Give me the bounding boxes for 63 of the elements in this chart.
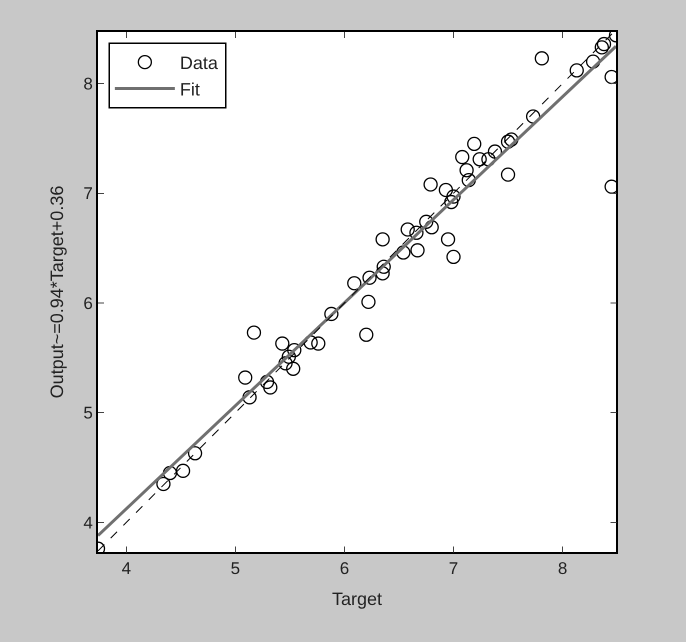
point xyxy=(242,390,257,404)
point xyxy=(311,336,326,351)
point xyxy=(500,134,516,149)
point xyxy=(347,276,362,290)
point xyxy=(376,260,391,274)
point xyxy=(594,40,609,55)
point xyxy=(359,328,374,342)
x-axis-title: Target xyxy=(332,588,382,609)
point xyxy=(459,163,474,178)
point xyxy=(409,226,424,240)
x-tick-label: 8 xyxy=(558,559,568,578)
point xyxy=(504,132,518,147)
y-tick-label: 5 xyxy=(83,404,93,423)
y-axis-title: Output~=0.94*Target+0.36 xyxy=(47,186,68,398)
point xyxy=(176,464,190,478)
point xyxy=(375,232,390,246)
point xyxy=(275,336,290,351)
x-tick-label: 5 xyxy=(230,559,240,578)
point xyxy=(472,152,487,166)
point xyxy=(375,266,390,280)
point xyxy=(246,325,262,340)
point xyxy=(467,136,482,152)
point xyxy=(444,194,458,210)
point xyxy=(423,177,438,192)
point xyxy=(440,232,456,246)
point xyxy=(438,182,454,198)
point xyxy=(362,270,377,285)
point xyxy=(424,220,439,234)
legend-label: Data xyxy=(180,53,219,74)
y-tick-label: 7 xyxy=(83,184,93,204)
point xyxy=(286,362,300,376)
point xyxy=(446,250,461,264)
point xyxy=(361,294,376,310)
x-tick-label: 4 xyxy=(122,559,132,578)
point xyxy=(324,306,339,322)
point xyxy=(282,350,296,364)
point xyxy=(396,245,410,260)
point xyxy=(188,446,202,460)
point xyxy=(534,51,549,66)
point xyxy=(586,54,600,69)
point xyxy=(596,36,612,52)
point xyxy=(260,374,274,390)
y-tick-label: 8 xyxy=(83,74,93,94)
y-tick-label: 4 xyxy=(83,513,93,532)
point xyxy=(287,342,302,358)
point xyxy=(500,167,516,182)
point xyxy=(462,172,476,188)
point xyxy=(156,476,171,492)
point xyxy=(162,466,178,480)
point xyxy=(400,222,415,237)
point xyxy=(481,152,496,166)
point xyxy=(278,356,293,370)
point xyxy=(419,214,434,229)
x-tick-label: 7 xyxy=(448,559,458,578)
point xyxy=(263,380,278,395)
x-tick-label: 6 xyxy=(340,559,350,578)
point xyxy=(238,370,252,385)
point xyxy=(410,243,425,258)
point xyxy=(570,63,584,78)
point xyxy=(455,150,470,164)
legend-label: Fit xyxy=(180,80,200,100)
point xyxy=(446,189,461,204)
y-tick-label: 6 xyxy=(83,294,93,313)
